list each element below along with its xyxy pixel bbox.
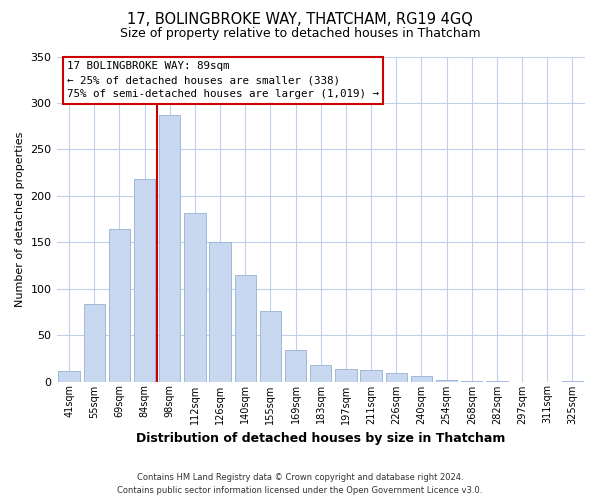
Bar [486, 380, 508, 382]
Bar [260, 311, 281, 382]
Bar [411, 376, 432, 382]
Bar [335, 368, 356, 382]
Text: 17 BOLINGBROKE WAY: 89sqm
← 25% of detached houses are smaller (338)
75% of semi: 17 BOLINGBROKE WAY: 89sqm ← 25% of detac… [67, 62, 379, 100]
Text: Contains HM Land Registry data © Crown copyright and database right 2024.
Contai: Contains HM Land Registry data © Crown c… [118, 473, 482, 495]
Bar [235, 274, 256, 382]
Y-axis label: Number of detached properties: Number of detached properties [15, 132, 25, 306]
Text: 17, BOLINGBROKE WAY, THATCHAM, RG19 4GQ: 17, BOLINGBROKE WAY, THATCHAM, RG19 4GQ [127, 12, 473, 28]
Bar [310, 365, 331, 382]
Bar [159, 115, 181, 382]
Bar [184, 212, 206, 382]
Bar [83, 304, 105, 382]
Bar [436, 380, 457, 382]
Bar [209, 242, 231, 382]
Bar [109, 229, 130, 382]
Bar [58, 372, 80, 382]
Bar [134, 179, 155, 382]
Bar [562, 380, 583, 382]
Bar [285, 350, 307, 382]
X-axis label: Distribution of detached houses by size in Thatcham: Distribution of detached houses by size … [136, 432, 505, 445]
Text: Size of property relative to detached houses in Thatcham: Size of property relative to detached ho… [119, 28, 481, 40]
Bar [461, 380, 482, 382]
Bar [386, 373, 407, 382]
Bar [361, 370, 382, 382]
